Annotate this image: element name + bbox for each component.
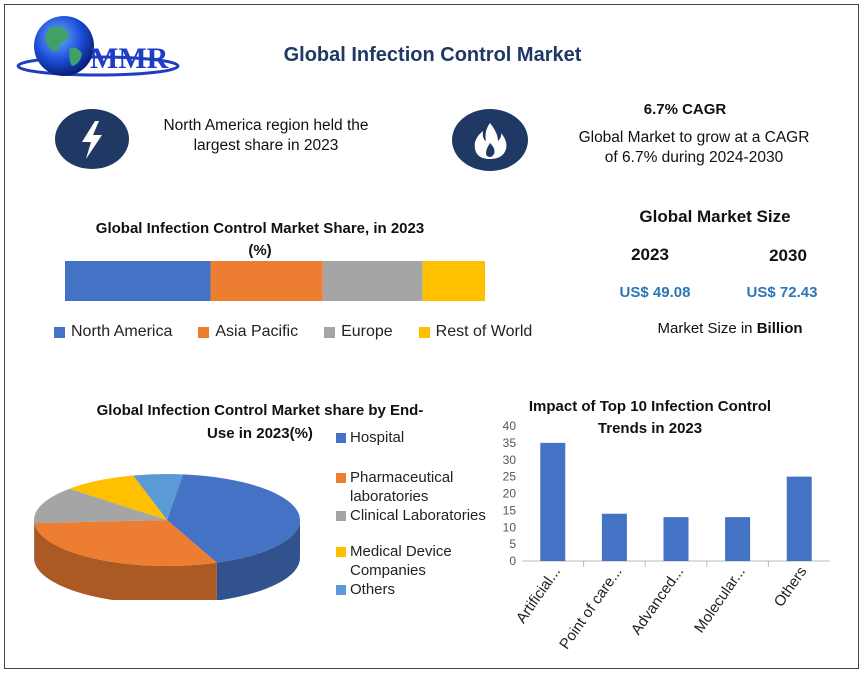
value-2023: US$ 49.08 — [619, 284, 691, 301]
market-size-title: Global Market Size — [639, 207, 791, 226]
logo-text: MMR — [90, 42, 169, 75]
note-unit: Billion — [756, 320, 803, 337]
y-tick-label: 5 — [509, 537, 516, 551]
pie-side-pharmaceutical — [34, 523, 217, 600]
legend-label: Hospital — [350, 429, 405, 446]
legend-label: Clinical Laboratories — [350, 507, 486, 524]
legend-label: Europe — [341, 323, 393, 340]
pie-slice-pharmaceutical — [34, 520, 217, 566]
y-tick-label: 10 — [503, 520, 517, 534]
trends-title-line-2: Trends in 2023 — [597, 420, 703, 437]
enduse-pie-chart — [34, 474, 301, 600]
trend-bar — [540, 442, 566, 561]
legend-swatch — [336, 585, 346, 595]
flame-circle — [452, 109, 528, 171]
y-tick-label: 0 — [509, 554, 516, 568]
pie-slice-others — [133, 474, 183, 520]
note-line-2: largest share in 2023 — [193, 137, 339, 154]
x-category-label: Point of care... — [556, 564, 625, 653]
legend-label: North America — [71, 323, 173, 340]
legend-swatch — [336, 473, 346, 483]
share-segment-rest-of-world — [422, 261, 485, 301]
pie-slice-hospital — [167, 474, 301, 563]
trends-bar-chart: 0 5 10 15 20 25 30 35 40 Artificial...Point of ca… — [503, 419, 830, 653]
share-segment-asia-pacific — [210, 261, 323, 301]
share-legend-item: Rest of World — [418, 323, 533, 341]
share-title-line-1: Global Infection Control Market Share, i… — [95, 220, 425, 237]
enduse-legend-item: Medical Device Companies — [334, 542, 452, 580]
legend-swatch — [198, 326, 210, 338]
legend-label: Pharmaceutical laboratories — [350, 469, 454, 505]
legend-label: Medical Device Companies — [350, 543, 452, 579]
y-tick-label: 30 — [503, 453, 517, 467]
legend-swatch — [324, 326, 336, 338]
share-segment-europe — [322, 261, 423, 301]
share-legend: North America Asia Pacific Europe Rest of W… — [54, 323, 554, 341]
x-category-label: Artificial... — [513, 564, 564, 627]
y-tick-label: 15 — [503, 503, 517, 517]
enduse-legend-item: Others — [334, 580, 395, 599]
enduse-chart-title: Global Infection Control Market share by… — [60, 399, 460, 445]
x-category-label: Molecular... — [691, 564, 749, 637]
globe-logo-icon: MMR — [16, 16, 180, 77]
year-2030: 2030 — [769, 246, 807, 265]
year-2023: 2023 — [631, 245, 669, 264]
enduse-title-line-2: Use in 2023(%) — [207, 425, 313, 442]
north-america-note: North America region held the largest sh… — [150, 116, 382, 156]
pie-slice-clinical-laboratories — [34, 488, 167, 524]
trends-chart-title: Impact of Top 10 Infection Control Trend… — [500, 396, 800, 440]
market-size-note: Market Size in Billion — [640, 320, 820, 337]
share-stacked-bar — [65, 261, 485, 301]
value-2030: US$ 72.43 — [746, 284, 818, 301]
trend-bar — [601, 513, 627, 561]
legend-label: Others — [350, 581, 396, 598]
cagr-note: Global Market to grow at a CAGR of 6.7% … — [565, 128, 823, 168]
share-title-line-2: (%) — [248, 242, 272, 259]
lightning-icon — [82, 121, 102, 159]
legend-swatch — [336, 547, 346, 557]
flame-icon — [474, 123, 507, 159]
page-title: Global Infection Control Market — [283, 44, 582, 66]
legend-label: Asia Pacific — [215, 323, 299, 340]
y-tick-label: 25 — [503, 470, 517, 484]
cagr-heading: 6.7% CAGR — [643, 101, 727, 118]
share-legend-item: Asia Pacific — [198, 323, 298, 341]
legend-label: Rest of World — [435, 323, 533, 340]
lightning-circle — [55, 109, 129, 169]
enduse-legend-item: Pharmaceutical laboratories — [334, 468, 453, 506]
y-tick-label: 40 — [503, 419, 517, 433]
x-category-label: Advanced... — [628, 564, 687, 639]
share-legend-item: North America — [54, 323, 172, 341]
legend-swatch — [336, 433, 346, 443]
pie-side-hospital — [216, 520, 300, 600]
enduse-legend-item: Clinical Laboratories — [334, 506, 486, 525]
mmr-logo: MMR — [14, 14, 182, 82]
share-chart-title: Global Infection Control Market Share, i… — [60, 218, 460, 262]
cagr-line-2: of 6.7% during 2024-2030 — [604, 149, 784, 166]
trend-bar — [663, 517, 689, 561]
enduse-title-line-1: Global Infection Control Market share by… — [96, 402, 424, 419]
trend-bar — [786, 476, 812, 561]
x-category-label: Others — [771, 564, 811, 611]
y-tick-label: 20 — [503, 487, 517, 501]
infographic-frame — [4, 4, 859, 669]
trend-bar — [725, 517, 751, 561]
note-prefix: Market Size in — [657, 320, 757, 337]
legend-swatch — [336, 511, 346, 521]
pie-slice-medical-device — [69, 475, 167, 520]
enduse-legend-item: Hospital — [334, 428, 404, 447]
y-tick-label: 35 — [503, 436, 517, 450]
trends-title-line-1: Impact of Top 10 Infection Control — [528, 398, 772, 415]
share-segment-north-america — [65, 261, 211, 301]
share-legend-item: Europe — [324, 323, 393, 341]
cagr-line-1: Global Market to grow at a CAGR — [578, 129, 810, 146]
note-line-1: North America region held the — [163, 117, 369, 134]
legend-swatch — [418, 326, 430, 338]
legend-swatch — [54, 326, 65, 338]
